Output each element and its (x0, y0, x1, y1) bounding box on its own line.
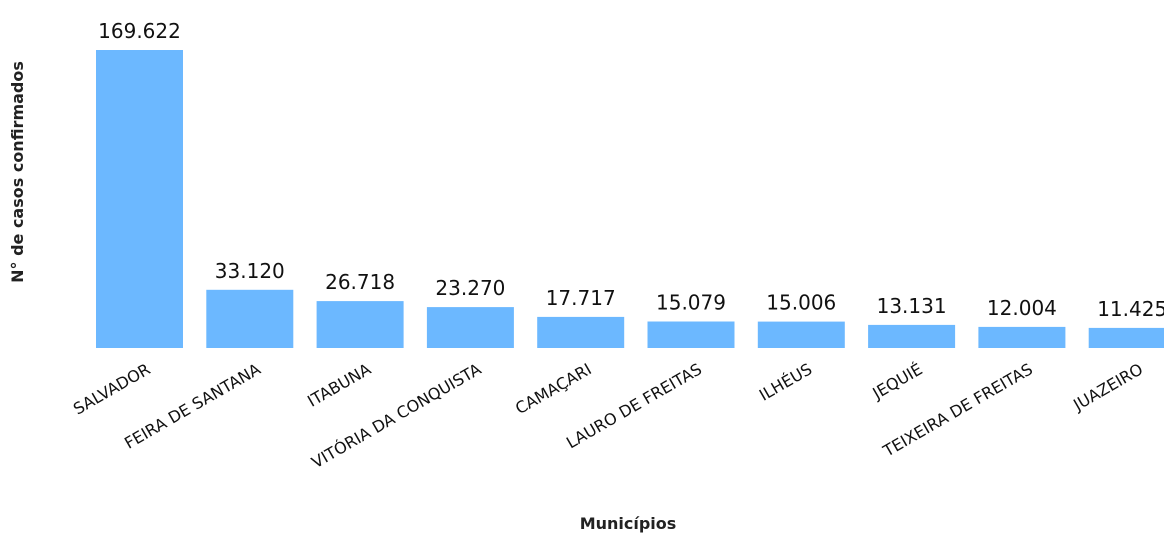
bars-layer (96, 50, 1164, 348)
data-label-3: 26.718 (325, 270, 395, 294)
x-tick-label-10: JUAZEIRO (1069, 359, 1146, 414)
data-label-8: 13.131 (877, 294, 947, 318)
x-tick-label-7: ILHÉUS (756, 359, 815, 404)
data-label-4: 23.270 (435, 276, 505, 300)
bar-3 (316, 301, 404, 348)
data-labels-layer: 169.622 33.120 26.718 23.270 17.717 15.079 15.… (98, 19, 1164, 321)
bar-10 (1088, 327, 1164, 348)
bar-8 (868, 324, 956, 348)
data-label-5: 17.717 (546, 286, 616, 310)
bar-6 (647, 321, 735, 348)
x-tick-label-3: ITABUNA (304, 359, 374, 410)
data-label-1: 169.622 (98, 19, 181, 43)
y-axis-title: N° de casos confirmados (8, 61, 27, 283)
bar-7 (757, 321, 845, 348)
bar-5 (537, 316, 625, 348)
bar-1 (96, 50, 183, 348)
x-tick-label-1: SALVADOR (70, 359, 154, 418)
bar-2 (206, 289, 294, 348)
bar-9 (978, 326, 1066, 348)
bar-4 (426, 307, 514, 348)
data-label-7: 15.006 (766, 291, 836, 315)
data-label-10: 11.425 (1097, 297, 1164, 321)
data-label-6: 15.079 (656, 291, 726, 315)
x-tick-label-5: CAMAÇARI (512, 359, 595, 418)
data-label-9: 12.004 (987, 296, 1057, 320)
x-axis-title: Municípios (580, 514, 677, 533)
x-tick-label-8: JEQUIÉ (868, 359, 925, 403)
data-label-2: 33.120 (215, 259, 285, 283)
